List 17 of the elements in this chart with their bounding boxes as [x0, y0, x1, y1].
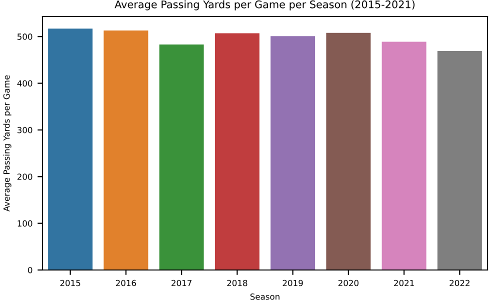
- x-tick-label: 2018: [227, 280, 248, 286]
- y-tick-label: 500: [18, 34, 32, 40]
- x-tick-label: 2022: [450, 280, 470, 286]
- x-tick-label: 2021: [394, 280, 414, 286]
- x-axis-title: Season: [250, 293, 280, 300]
- x-tick-label: 2017: [172, 280, 192, 286]
- y-tick-label: 300: [18, 126, 32, 134]
- y-tick-label: 100: [18, 220, 32, 227]
- x-tick-label: 2015: [60, 280, 80, 286]
- x-tick-label: 2016: [116, 280, 136, 286]
- x-tick-label: 2019: [282, 280, 303, 286]
- y-tick-label: 200: [17, 174, 32, 180]
- y-tick-label: 400: [17, 80, 32, 87]
- x-tick-label: 2020: [338, 280, 358, 286]
- chart-title: Average Passing Yards per Game per Season (2015-2021): [114, 0, 415, 10]
- y-axis-title: Average Passing Yards per Game: [3, 75, 12, 212]
- y-tick-label: 0: [28, 266, 32, 274]
